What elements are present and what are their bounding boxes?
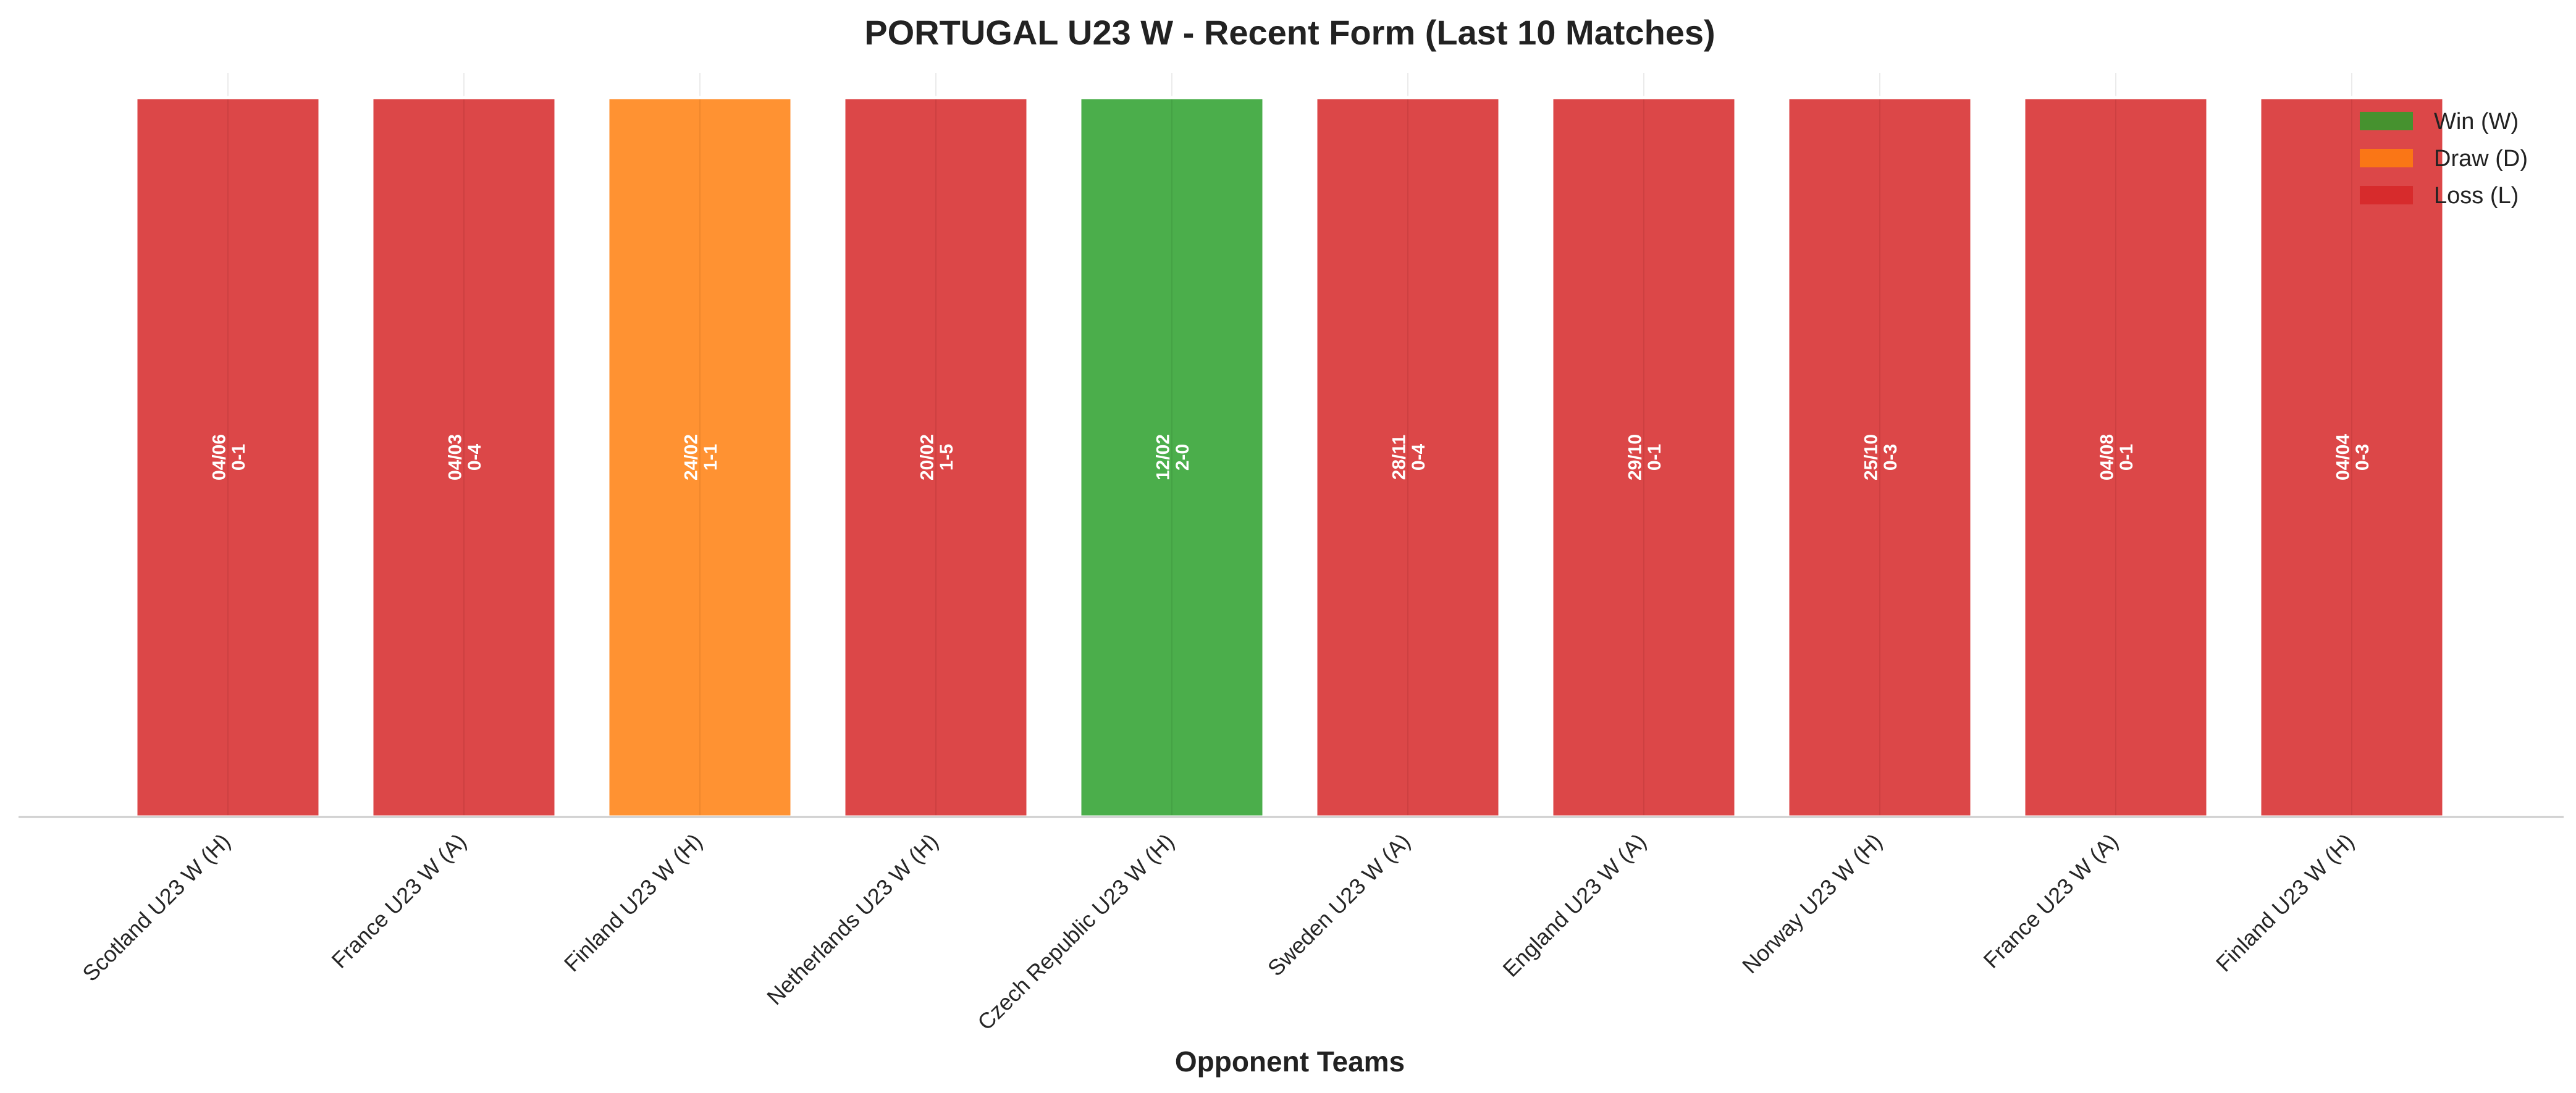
- bar-label-score: 1-1: [701, 444, 721, 471]
- bar-label-score: 1-5: [937, 444, 957, 471]
- bar-label: 04/080-1: [2097, 434, 2137, 480]
- bar-label: 04/060-1: [209, 434, 250, 480]
- legend-swatch-l: [2360, 186, 2413, 204]
- bar-label: 04/040-3: [2333, 434, 2373, 480]
- bar-label-score: 0-1: [2116, 444, 2137, 471]
- bar-label: 04/030-4: [445, 434, 486, 480]
- bar-l: [134, 96, 322, 819]
- bar-label: 12/022-0: [1153, 434, 1193, 480]
- bar-d: [606, 96, 794, 819]
- bars-group: 04/060-1 04/030-4 24/021-1 20/021-5 12/022-0…: [134, 96, 2446, 819]
- legend-swatch-w: [2360, 112, 2413, 130]
- bar-label-date: 20/02: [917, 434, 938, 480]
- bar-l: [1314, 96, 1502, 819]
- x-tick-label: Sweden U23 W (A): [1263, 829, 1415, 981]
- x-tick-labels: Scotland U23 W (H) France U23 W (A) Finlan…: [77, 829, 2359, 1036]
- bar-label-score: 0-1: [229, 444, 249, 471]
- bar-l: [1786, 96, 1974, 819]
- bar-label-date: 28/11: [1389, 435, 1410, 480]
- x-tick-label: Finland U23 W (H): [2211, 829, 2359, 977]
- x-axis-label: Opponent Teams: [1175, 1045, 1405, 1078]
- legend-label-l: Loss (L): [2434, 183, 2519, 209]
- bar-w: [1078, 96, 1266, 819]
- bar-label-date: 29/10: [1625, 434, 1646, 480]
- x-tick-label: France U23 W (A): [1979, 829, 2123, 973]
- bar-l: [370, 96, 558, 819]
- x-tick-label: Norway U23 W (H): [1737, 829, 1887, 979]
- x-tick-label: Czech Republic U23 W (H): [972, 829, 1179, 1036]
- bar-label-date: 04/08: [2097, 434, 2118, 480]
- x-tick-label: Finland U23 W (H): [559, 829, 707, 977]
- bar-label-date: 24/02: [681, 434, 702, 480]
- bar-label-score: 0-4: [465, 444, 485, 471]
- bar-label: 28/110-4: [1389, 435, 1429, 480]
- x-tick-label: Scotland U23 W (H): [77, 829, 235, 986]
- bar-label-date: 04/03: [445, 434, 466, 480]
- chart-title: PORTUGAL U23 W - Recent Form (Last 10 Ma…: [864, 13, 1715, 52]
- bar-l: [2258, 96, 2446, 819]
- legend-label-d: Draw (D): [2434, 146, 2528, 172]
- x-tick-label: England U23 W (A): [1497, 829, 1651, 982]
- bar-label: 29/100-1: [1625, 434, 1665, 480]
- bar-label-score: 0-3: [2352, 444, 2373, 471]
- bar-l: [842, 96, 1030, 819]
- bar-label-score: 0-4: [1408, 444, 1429, 471]
- bar-label-date: 04/06: [209, 434, 230, 480]
- x-tick-label: Netherlands U23 W (H): [762, 829, 943, 1010]
- bar-label: 24/021-1: [681, 434, 722, 480]
- bar-label: 25/100-3: [1861, 434, 1901, 480]
- bar-label: 20/021-5: [917, 434, 958, 480]
- bar-label-date: 12/02: [1153, 434, 1174, 480]
- bar-label-date: 04/04: [2333, 434, 2354, 480]
- bar-l: [1550, 96, 1738, 819]
- legend-label-w: Win (W): [2434, 109, 2519, 135]
- x-tick-label: France U23 W (A): [327, 829, 471, 973]
- bar-label-score: 0-3: [1880, 444, 1901, 471]
- bar-label-date: 25/10: [1861, 434, 1882, 480]
- legend-swatch-d: [2360, 149, 2413, 167]
- bar-l: [2022, 96, 2210, 819]
- bar-label-score: 2-0: [1172, 444, 1193, 471]
- bar-label-score: 0-1: [1644, 444, 1665, 471]
- legend: Win (W) Draw (D) Loss (L): [2360, 109, 2528, 209]
